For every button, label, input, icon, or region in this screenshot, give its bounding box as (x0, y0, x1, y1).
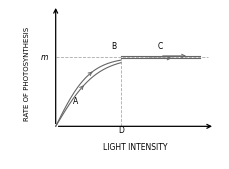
Text: m: m (41, 53, 49, 62)
Text: A: A (73, 97, 79, 106)
Text: LIGHT INTENSITY: LIGHT INTENSITY (103, 143, 168, 152)
Text: B: B (111, 42, 116, 51)
Text: C: C (157, 42, 163, 51)
Text: RATE OF PHOTOSYNTHESIS: RATE OF PHOTOSYNTHESIS (24, 27, 30, 121)
Text: D: D (118, 126, 124, 135)
